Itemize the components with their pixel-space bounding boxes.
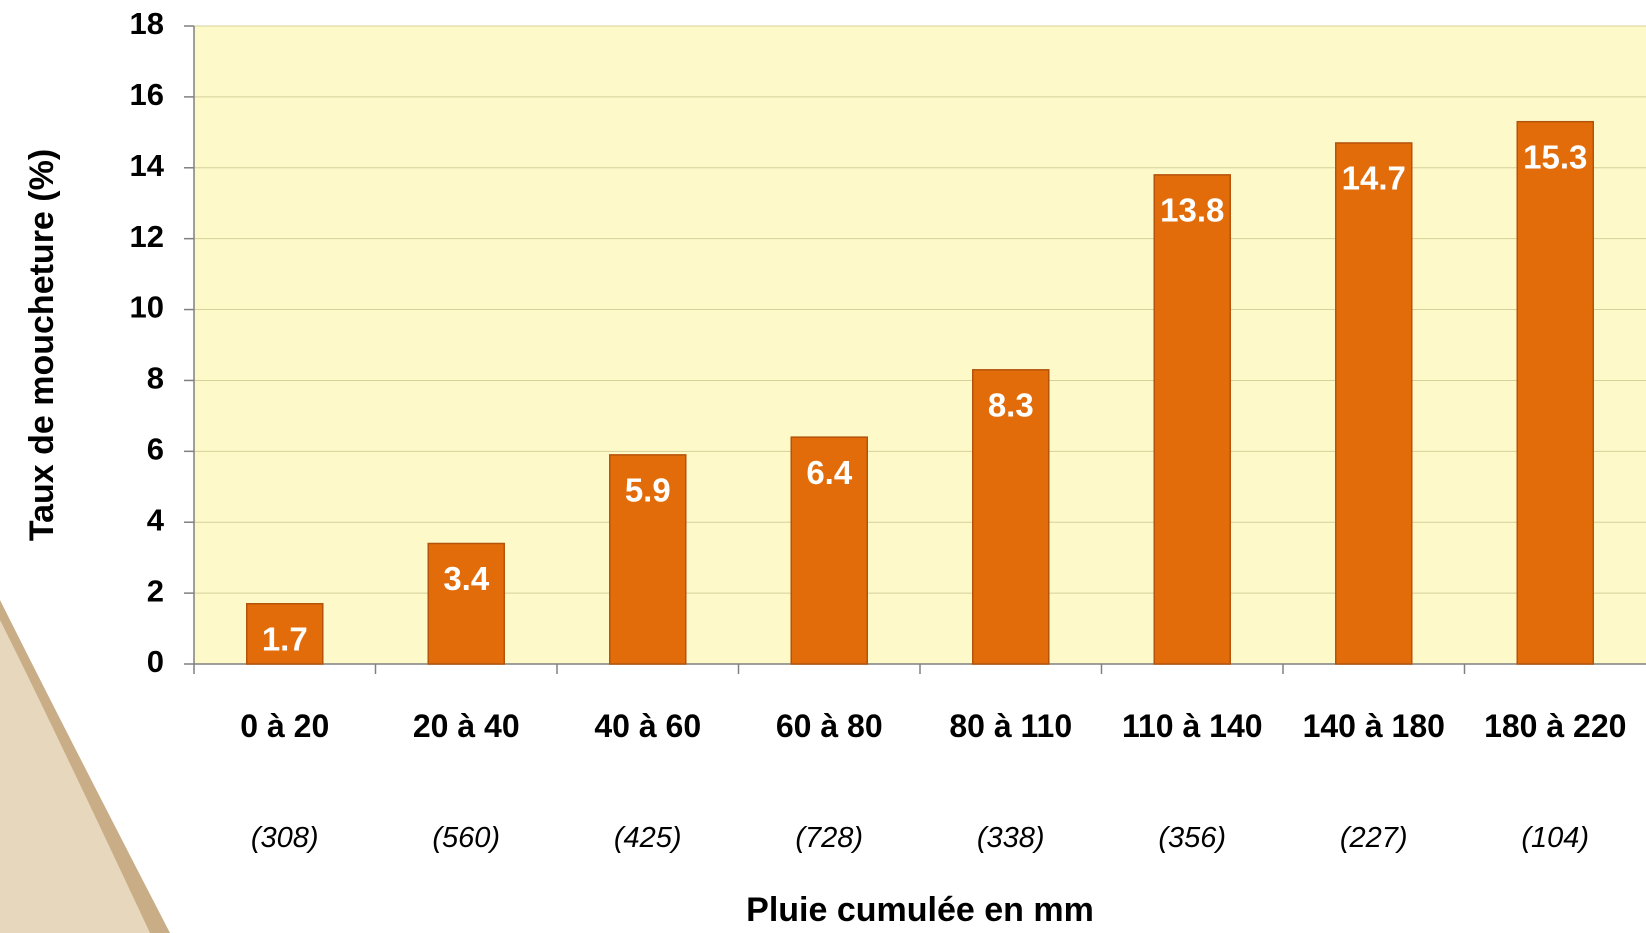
page: Taux de moucheture (%) Pluie cumulée en …	[0, 0, 1646, 933]
decor-swoosh	[0, 620, 150, 933]
y-tick-label: 8	[147, 361, 164, 396]
x-tick-label: 0 à 20	[205, 705, 365, 747]
sample-size: (308)	[205, 822, 365, 855]
x-tick-label: 40 à 60	[568, 705, 728, 747]
plot-area	[194, 26, 1646, 664]
value-label: 8.3	[988, 387, 1034, 424]
sample-size: (338)	[931, 822, 1091, 855]
y-tick-label: 4	[147, 502, 165, 537]
bar	[1517, 122, 1593, 664]
value-label: 3.4	[443, 560, 490, 597]
chart: Taux de moucheture (%) Pluie cumulée en …	[0, 0, 1646, 933]
y-tick-label: 12	[130, 219, 164, 254]
y-tick-label: 18	[130, 6, 164, 41]
bar	[1154, 175, 1230, 664]
sample-size: (560)	[386, 822, 546, 855]
value-label: 14.7	[1342, 160, 1406, 197]
sample-size: (227)	[1294, 822, 1454, 855]
x-tick-label: 180 à 220	[1475, 705, 1635, 747]
y-tick-label: 16	[130, 77, 164, 112]
value-label: 1.7	[262, 620, 308, 657]
value-label: 5.9	[625, 472, 671, 509]
sample-size: (104)	[1475, 822, 1635, 855]
x-axis-title: Pluie cumulée en mm	[746, 891, 1094, 929]
value-label: 15.3	[1523, 138, 1587, 175]
sample-size: (425)	[568, 822, 728, 855]
x-tick-label: 60 à 80	[749, 705, 909, 747]
y-tick-label: 14	[130, 148, 165, 183]
x-tick-label: 110 à 140	[1112, 705, 1272, 747]
sample-size: (356)	[1112, 822, 1272, 855]
y-axis-title: Taux de moucheture (%)	[23, 149, 61, 541]
x-tick-label: 140 à 180	[1294, 705, 1454, 747]
x-tick-label: 20 à 40	[386, 705, 546, 747]
y-tick-label: 10	[130, 290, 164, 325]
value-label: 13.8	[1160, 192, 1224, 229]
sample-size: (728)	[749, 822, 909, 855]
x-tick-label: 80 à 110	[931, 705, 1091, 747]
bar	[1336, 143, 1412, 664]
y-tick-label: 2	[147, 573, 164, 608]
y-tick-label: 6	[147, 432, 164, 467]
y-tick-label: 0	[147, 644, 164, 679]
value-label: 6.4	[806, 454, 853, 491]
